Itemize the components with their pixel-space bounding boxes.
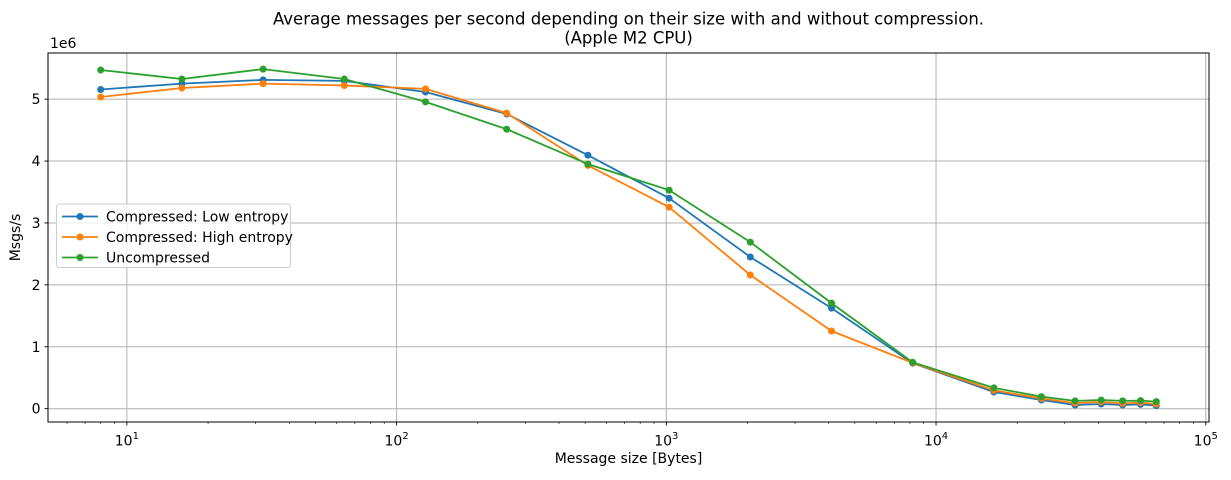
y-tick-label-4: 4 (32, 154, 41, 170)
data-point-uncompressed-256 (503, 125, 511, 133)
data-point-uncompressed-40960 (1097, 396, 1105, 404)
series-line-compressed-high-entropy (100, 82, 1157, 405)
legend-marker-compressed-high-entropy (76, 233, 84, 241)
y-axis-label: Msgs/s (8, 214, 24, 262)
data-point-uncompressed-65536 (1152, 398, 1160, 406)
data-point-uncompressed-8 (97, 66, 105, 74)
data-point-compressed-high-entropy-1024 (665, 203, 673, 211)
gridlines-layer (48, 53, 1209, 422)
data-point-compressed-low-entropy-8 (97, 86, 105, 93)
tick-labels-layer: 0 1 2 3 4 5 101 102 103 104 105 (32, 92, 1218, 449)
data-point-compressed-high-entropy-8 (97, 93, 105, 101)
y-axis-offset-label: 1e6 (50, 36, 77, 52)
legend-label-compressed-high-entropy: Compressed: High entropy (106, 230, 293, 246)
legend-marker-compressed-low-entropy (76, 213, 84, 220)
data-point-uncompressed-49152 (1119, 397, 1127, 405)
data-point-compressed-high-entropy-4096 (828, 327, 835, 335)
chart-title-line2: (Apple M2 CPU) (564, 29, 693, 48)
x-tick-label-10⁵: 105 (1194, 431, 1218, 450)
data-point-compressed-low-entropy-512 (584, 151, 592, 159)
data-point-compressed-low-entropy-1024 (665, 194, 673, 202)
data-point-uncompressed-57344 (1137, 397, 1145, 405)
data-point-uncompressed-2048 (746, 238, 754, 246)
data-point-compressed-low-entropy-2048 (746, 253, 754, 261)
x-tick-label-10²: 102 (384, 431, 408, 450)
series-layer (97, 65, 1160, 410)
data-point-uncompressed-1024 (665, 186, 673, 194)
legend-label-uncompressed: Uncompressed (106, 251, 210, 267)
data-point-compressed-high-entropy-256 (503, 109, 511, 117)
data-point-uncompressed-16 (178, 75, 186, 83)
data-point-uncompressed-16384 (990, 384, 998, 392)
x-tick-label-10³: 103 (654, 431, 678, 450)
legend-label-compressed-low-entropy: Compressed: Low entropy (106, 210, 288, 226)
data-point-compressed-high-entropy-64 (340, 82, 348, 89)
y-tick-label-0: 0 (32, 402, 41, 418)
y-tick-label-2: 2 (32, 278, 41, 294)
y-tick-label-1: 1 (32, 340, 41, 356)
x-tick-label-10¹: 101 (115, 431, 139, 450)
legend-marker-uncompressed (76, 254, 84, 261)
data-point-uncompressed-4096 (828, 299, 835, 307)
data-point-uncompressed-64 (340, 75, 348, 83)
y-tick-label-3: 3 (32, 216, 41, 232)
x-axis-label: Message size [Bytes] (555, 451, 703, 467)
legend: Compressed: Low entropy Compressed: High … (56, 203, 293, 268)
y-tick-label-5: 5 (32, 92, 41, 108)
data-point-uncompressed-32 (259, 65, 267, 73)
data-point-compressed-high-entropy-2048 (746, 271, 754, 279)
plot-border (47, 52, 1210, 423)
series-line-compressed-low-entropy (100, 79, 1157, 407)
data-point-uncompressed-128 (422, 98, 429, 106)
data-point-uncompressed-32768 (1071, 397, 1079, 405)
series-line-uncompressed (100, 68, 1157, 403)
x-tick-label-10⁴: 104 (924, 431, 948, 450)
ticks-layer (44, 98, 1207, 426)
legend-box (56, 203, 291, 268)
data-point-uncompressed-512 (584, 160, 592, 168)
chart-title-line1: Average messages per second depending on… (273, 10, 984, 29)
data-point-uncompressed-24576 (1037, 393, 1045, 401)
data-point-compressed-high-entropy-16 (178, 84, 186, 92)
data-point-compressed-low-entropy-4096 (828, 304, 835, 312)
data-point-compressed-high-entropy-32 (259, 80, 267, 88)
data-point-uncompressed-8192 (909, 358, 917, 366)
data-point-compressed-high-entropy-128 (422, 85, 429, 93)
